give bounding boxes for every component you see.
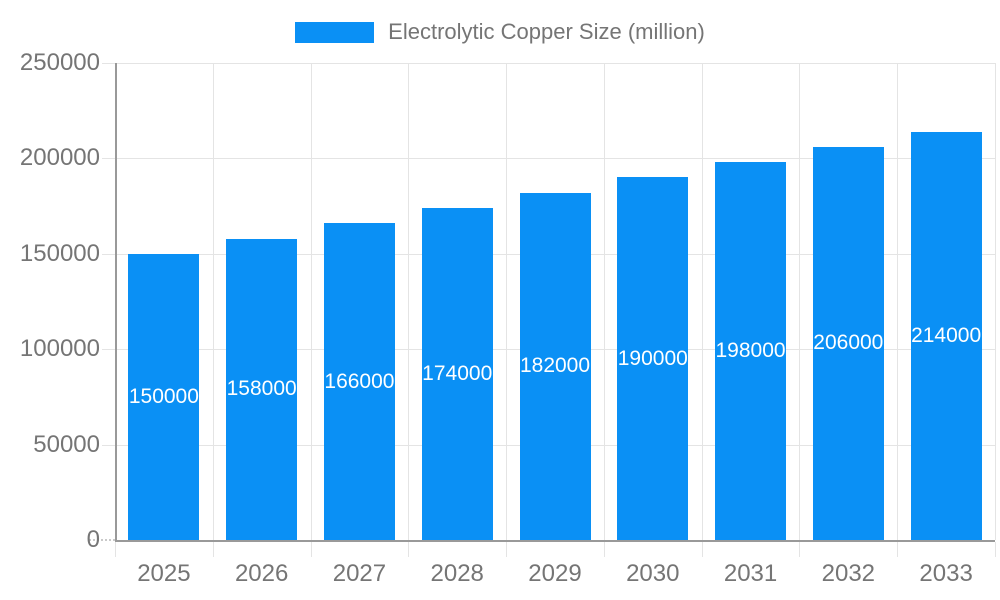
x-axis-tick (897, 542, 899, 557)
bar-value-label: 190000 (617, 346, 688, 370)
y-gridline (102, 63, 995, 64)
y-axis-tick-label: 100000 (19, 335, 100, 363)
x-axis-tick-label: 2032 (821, 560, 876, 587)
y-axis-tick-label: 50000 (33, 430, 100, 458)
x-axis-tick (310, 542, 312, 557)
x-gridline (995, 63, 996, 540)
x-axis-tick (506, 542, 508, 557)
x-axis-line (115, 540, 995, 542)
y-axis-tick-label: 250000 (19, 49, 100, 76)
bar[interactable]: 182000 (519, 192, 591, 540)
x-axis-tick-label: 2026 (234, 560, 289, 587)
x-gridline (506, 63, 508, 540)
y-axis-tick-label: 150000 (19, 239, 100, 267)
x-axis-tick-label: 2028 (430, 560, 484, 587)
x-axis-tick-label: 2031 (723, 560, 778, 587)
bar-value-label: 182000 (519, 354, 591, 378)
x-gridline (310, 63, 312, 540)
bar-value-label: 198000 (715, 339, 786, 363)
legend-swatch (295, 21, 375, 43)
x-axis-tick (603, 542, 605, 557)
bar[interactable]: 166000 (323, 223, 395, 540)
y-axis-tick-label: 200000 (19, 144, 100, 172)
bar[interactable]: 158000 (226, 238, 298, 540)
bar[interactable]: 150000 (128, 253, 200, 540)
x-gridline (897, 63, 899, 540)
bar[interactable]: 214000 (910, 131, 982, 540)
bar-value-label: 158000 (226, 377, 297, 401)
x-axis-tick (799, 542, 801, 557)
x-axis-tick-label: 2025 (137, 560, 191, 587)
bar[interactable]: 198000 (715, 162, 787, 540)
x-axis-tick-label: 2033 (919, 560, 973, 587)
x-axis-tick (408, 542, 410, 557)
legend[interactable]: Electrolytic Copper Size (million) (0, 19, 1000, 45)
bar[interactable]: 206000 (812, 146, 884, 540)
y-gridline (102, 158, 995, 160)
y-axis-tick-label: 0 (86, 526, 100, 553)
bar-value-label: 174000 (422, 361, 493, 385)
bar-value-label: 150000 (128, 384, 199, 408)
x-gridline (799, 63, 801, 540)
x-gridline (408, 63, 410, 540)
x-axis-tick (995, 542, 996, 557)
x-gridline (603, 63, 605, 540)
legend-label: Electrolytic Copper Size (million) (388, 19, 705, 44)
bar-value-label: 166000 (324, 369, 395, 393)
x-axis-tick (212, 542, 214, 557)
x-gridline (212, 63, 214, 540)
y-axis-line (115, 63, 117, 540)
x-axis-tick-label: 2029 (528, 560, 582, 587)
bar-value-label: 214000 (911, 323, 982, 347)
x-axis-tick (115, 542, 116, 557)
x-axis-tick (701, 542, 703, 557)
x-gridline (701, 63, 703, 540)
y-axis-zero-tick (89, 539, 115, 541)
bar[interactable]: 174000 (421, 208, 493, 540)
bar-value-label: 206000 (813, 331, 884, 355)
x-axis-tick-label: 2030 (626, 560, 680, 587)
bar[interactable]: 190000 (617, 177, 689, 540)
x-axis-tick-label: 2027 (332, 560, 387, 587)
